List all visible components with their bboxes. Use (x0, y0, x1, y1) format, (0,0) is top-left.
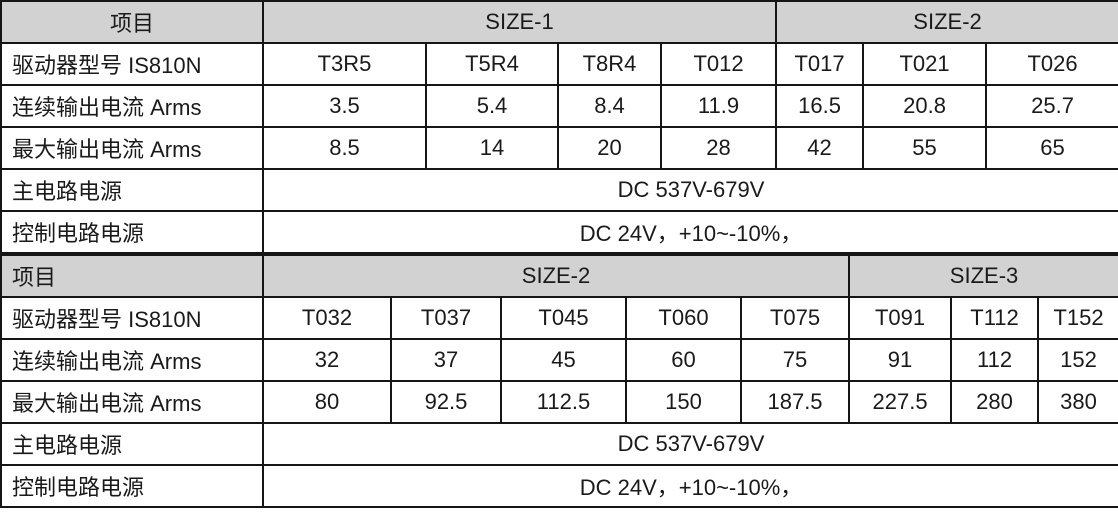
spec-table-size2-size3: 项目 SIZE-2 SIZE-3 驱动器型号 IS810N T032 T037 … (0, 254, 1118, 508)
continuous-current-cell: 60 (625, 338, 742, 382)
size-group-header: SIZE-2 (775, 0, 1118, 44)
continuous-current-cell: 3.5 (262, 84, 427, 128)
continuous-current-cell: 32 (262, 338, 392, 382)
continuous-current-cell: 152 (1037, 338, 1118, 382)
max-current-cell: 42 (775, 126, 865, 170)
model-cell: T045 (500, 296, 627, 340)
main-power-cell: DC 537V-679V (261, 422, 1118, 466)
table-row: 驱动器型号 IS810N T032 T037 T045 T060 T075 T0… (0, 296, 1118, 340)
max-current-cell: 150 (625, 380, 742, 424)
item-header-cell: 项目 (0, 254, 264, 298)
row-label-main-power: 主电路电源 (0, 422, 264, 466)
main-power-cell: DC 537V-679V (261, 168, 1118, 212)
row-label-max-current: 最大输出电流 Arms (0, 126, 264, 170)
row-label-control-power: 控制电路电源 (0, 210, 264, 254)
size-group-header: SIZE-3 (848, 254, 1118, 298)
max-current-cell: 28 (659, 126, 778, 170)
table-row: 控制电路电源 DC 24V，+10~-10%， (0, 210, 1118, 254)
table-row: 主电路电源 DC 537V-679V (0, 422, 1118, 466)
max-current-cell: 380 (1037, 380, 1118, 424)
model-cell: T8R4 (557, 42, 662, 86)
size-group-header: SIZE-1 (261, 0, 778, 44)
model-cell: T037 (390, 296, 502, 340)
continuous-current-cell: 91 (848, 338, 953, 382)
max-current-cell: 20 (557, 126, 662, 170)
model-cell: T5R4 (425, 42, 559, 86)
row-label-model: 驱动器型号 IS810N (0, 296, 264, 340)
model-cell: T021 (862, 42, 988, 86)
model-cell: T091 (848, 296, 953, 340)
table-row: 最大输出电流 Arms 8.5 14 20 28 42 55 65 (0, 126, 1118, 170)
model-cell: T3R5 (262, 42, 427, 86)
model-cell: T152 (1037, 296, 1118, 340)
max-current-cell: 227.5 (848, 380, 953, 424)
continuous-current-cell: 20.8 (862, 84, 988, 128)
model-cell: T112 (950, 296, 1040, 340)
table-row: 主电路电源 DC 537V-679V (0, 168, 1118, 212)
continuous-current-cell: 37 (390, 338, 502, 382)
row-label-continuous-current: 连续输出电流 Arms (0, 338, 264, 382)
row-label-max-current: 最大输出电流 Arms (0, 380, 264, 424)
continuous-current-cell: 45 (500, 338, 627, 382)
control-power-cell: DC 24V，+10~-10%， (261, 464, 1118, 508)
model-cell: T017 (775, 42, 865, 86)
table-row: 控制电路电源 DC 24V，+10~-10%， (0, 464, 1118, 508)
model-cell: T032 (262, 296, 392, 340)
size-group-header: SIZE-2 (261, 254, 851, 298)
continuous-current-cell: 25.7 (985, 84, 1118, 128)
max-current-cell: 112.5 (500, 380, 627, 424)
continuous-current-cell: 5.4 (425, 84, 559, 128)
continuous-current-cell: 16.5 (775, 84, 865, 128)
table-row: 项目 SIZE-1 SIZE-2 (0, 0, 1118, 44)
model-cell: T026 (985, 42, 1118, 86)
max-current-cell: 280 (950, 380, 1040, 424)
max-current-cell: 14 (425, 126, 559, 170)
max-current-cell: 80 (262, 380, 392, 424)
control-power-cell: DC 24V，+10~-10%， (261, 210, 1118, 254)
continuous-current-cell: 75 (739, 338, 851, 382)
table-row: 最大输出电流 Arms 80 92.5 112.5 150 187.5 227.… (0, 380, 1118, 424)
max-current-cell: 8.5 (262, 126, 427, 170)
max-current-cell: 92.5 (390, 380, 502, 424)
table-row: 驱动器型号 IS810N T3R5 T5R4 T8R4 T012 T017 T0… (0, 42, 1118, 86)
model-cell: T012 (659, 42, 778, 86)
continuous-current-cell: 8.4 (557, 84, 662, 128)
spec-table-size1-size2: 项目 SIZE-1 SIZE-2 驱动器型号 IS810N T3R5 T5R4 … (0, 0, 1118, 254)
continuous-current-cell: 112 (950, 338, 1040, 382)
table-row: 连续输出电流 Arms 3.5 5.4 8.4 11.9 16.5 20.8 2… (0, 84, 1118, 128)
model-cell: T060 (625, 296, 742, 340)
max-current-cell: 187.5 (739, 380, 851, 424)
item-header-cell: 项目 (0, 0, 264, 44)
row-label-control-power: 控制电路电源 (0, 464, 264, 508)
model-cell: T075 (739, 296, 851, 340)
max-current-cell: 55 (862, 126, 988, 170)
continuous-current-cell: 11.9 (659, 84, 778, 128)
row-label-main-power: 主电路电源 (0, 168, 264, 212)
row-label-continuous-current: 连续输出电流 Arms (0, 84, 264, 128)
row-label-model: 驱动器型号 IS810N (0, 42, 264, 86)
table-row: 项目 SIZE-2 SIZE-3 (0, 254, 1118, 298)
max-current-cell: 65 (985, 126, 1118, 170)
table-row: 连续输出电流 Arms 32 37 45 60 75 91 112 152 (0, 338, 1118, 382)
